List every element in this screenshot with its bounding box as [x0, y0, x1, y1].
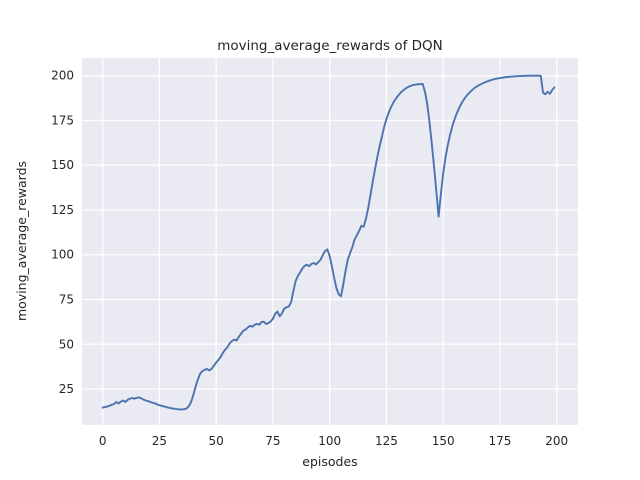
x-tick-label: 100: [318, 434, 341, 448]
x-tick-label: 200: [545, 434, 568, 448]
y-tick-label: 125: [51, 203, 74, 217]
chart-title: moving_average_rewards of DQN: [217, 38, 443, 54]
y-tick-label: 200: [51, 69, 74, 83]
y-tick-label: 50: [59, 337, 74, 351]
y-tick-label: 25: [59, 382, 74, 396]
y-tick-label: 175: [51, 113, 74, 127]
x-axis-label: episodes: [302, 454, 357, 469]
x-tick-label: 50: [209, 434, 224, 448]
x-tick-label: 0: [99, 434, 107, 448]
y-tick-label: 150: [51, 158, 74, 172]
x-tick-label: 150: [432, 434, 455, 448]
y-tick-label: 75: [59, 293, 74, 307]
y-axis-label: moving_average_rewards: [14, 161, 29, 321]
gridlines: [82, 58, 578, 425]
x-axis-tick-labels: 0 25 50 75 100 125 150 175 200: [99, 434, 568, 448]
x-tick-label: 25: [152, 434, 167, 448]
y-tick-label: 100: [51, 248, 74, 262]
x-tick-label: 75: [265, 434, 280, 448]
y-axis-tick-labels: 25 50 75 100 125 150 175 200: [51, 69, 74, 396]
x-tick-label: 125: [375, 434, 398, 448]
dqn-reward-line-series: [101, 74, 556, 411]
x-tick-label: 175: [488, 434, 511, 448]
